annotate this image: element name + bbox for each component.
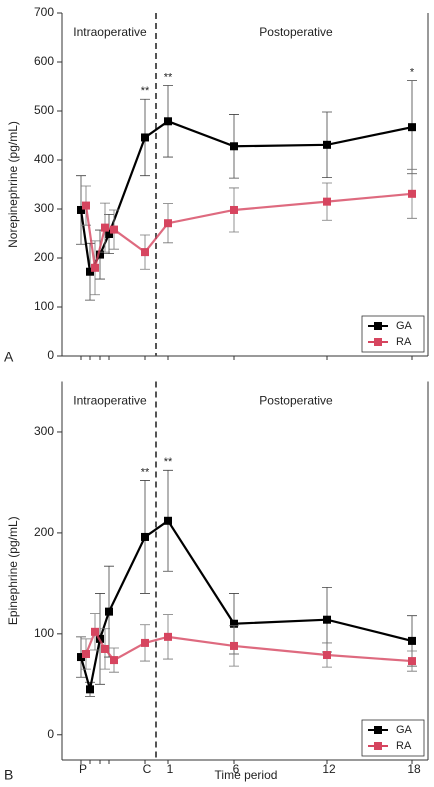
y-axis-label: Norepinephrine (pg/mL) (6, 121, 20, 248)
data-point (82, 201, 90, 210)
panel-label: A (4, 349, 14, 365)
legend-box (361, 719, 425, 757)
data-point (408, 123, 416, 132)
data-point (91, 627, 99, 636)
y-axis-label: Epinephrine (pg/mL) (6, 516, 20, 625)
data-point (323, 140, 331, 149)
data-point (110, 656, 118, 665)
data-point (82, 650, 90, 659)
y-tick-label: 200 (34, 250, 54, 264)
legend-label: GA (396, 320, 413, 332)
data-point (77, 653, 85, 662)
data-point (110, 225, 118, 234)
data-point (141, 133, 149, 142)
y-tick-label: 500 (34, 103, 54, 117)
data-point (164, 219, 172, 228)
data-point (323, 615, 331, 624)
data-point (101, 223, 109, 232)
annotation: ** (164, 456, 173, 468)
x-tick-label: 6 (233, 762, 240, 776)
legend-label: RA (396, 336, 412, 348)
series-line (84, 192, 413, 269)
data-point (86, 267, 94, 276)
data-point (141, 638, 149, 647)
legend-box (361, 315, 425, 353)
x-axis-label: Time period (215, 768, 278, 782)
data-point (164, 632, 172, 641)
data-point (408, 189, 416, 198)
data-point (105, 607, 113, 616)
legend-marker (374, 726, 382, 734)
data-point (141, 532, 149, 541)
data-point (77, 205, 85, 214)
y-tick-label: 300 (34, 201, 54, 215)
legend-marker (374, 338, 382, 346)
data-point (164, 516, 172, 525)
legend-label: GA (396, 724, 413, 736)
region-label: Postoperative (259, 25, 333, 39)
y-tick-label: 0 (47, 348, 54, 362)
region-label: Intraoperative (73, 394, 147, 408)
annotation: ** (141, 85, 150, 97)
y-tick-label: 300 (34, 424, 54, 438)
y-tick-label: 400 (34, 152, 54, 166)
x-tick-label: C (143, 762, 152, 776)
data-point (101, 644, 109, 653)
y-tick-label: 700 (34, 5, 54, 19)
annotation: ** (141, 466, 150, 478)
y-tick-label: 100 (34, 299, 54, 313)
series-line (79, 120, 413, 275)
legend-marker (374, 742, 382, 750)
data-point (408, 657, 416, 666)
series-line (79, 519, 413, 690)
x-tick-label: 12 (322, 762, 336, 776)
data-point (323, 197, 331, 206)
annotation: * (410, 67, 415, 79)
data-point (96, 250, 104, 259)
data-point (164, 117, 172, 126)
y-tick-label: 200 (34, 525, 54, 539)
data-point (86, 685, 94, 694)
data-point (91, 263, 99, 272)
series-line (84, 629, 413, 663)
legend-marker (374, 322, 382, 330)
x-tick-label: P (79, 762, 87, 776)
data-point (105, 229, 113, 238)
data-point (323, 651, 331, 660)
y-tick-label: 600 (34, 54, 54, 68)
data-point (230, 641, 238, 650)
data-point (230, 205, 238, 214)
data-point (230, 619, 238, 628)
panel-label: B (4, 767, 13, 783)
y-tick-label: 0 (47, 727, 54, 741)
data-point (141, 248, 149, 257)
y-tick-label: 100 (34, 626, 54, 640)
x-tick-label: 18 (407, 762, 421, 776)
region-label: Intraoperative (73, 25, 147, 39)
region-label: Postoperative (259, 394, 333, 408)
annotation: ** (164, 71, 173, 83)
data-point (408, 636, 416, 645)
x-tick-label: 1 (167, 762, 174, 776)
data-point (230, 142, 238, 151)
legend-label: RA (396, 740, 412, 752)
